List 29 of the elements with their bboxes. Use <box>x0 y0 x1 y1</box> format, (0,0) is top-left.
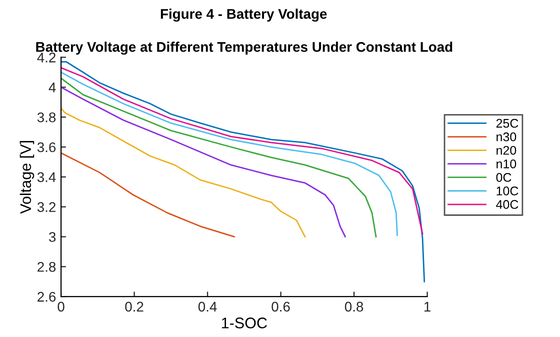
chart-subtitle: Battery Voltage at Different Temperatures Under Constant Load <box>36 42 452 55</box>
line-series <box>61 107 306 238</box>
x-tick-label: 0.8 <box>344 302 364 312</box>
x-tick-label: 0.4 <box>198 302 217 312</box>
legend-label: n30 <box>496 132 516 142</box>
x-tick-label: 0 <box>58 302 64 312</box>
y-tick-label: 3.4 <box>37 172 56 182</box>
legend-label: 0C <box>496 172 512 182</box>
line-series <box>61 152 235 238</box>
x-axis-title: 1-SOC <box>222 318 267 328</box>
line-series <box>61 61 426 282</box>
y-tick-label: 3 <box>48 232 56 242</box>
x-tick-label: 1 <box>424 302 430 312</box>
y-tick-label: 4.2 <box>37 52 56 62</box>
y-tick-label: 2.6 <box>38 292 56 302</box>
x-tick-label: 0.6 <box>272 302 290 312</box>
legend-label: 40C <box>496 200 518 209</box>
y-tick-label: 3.6 <box>37 142 56 152</box>
x-tick-label: 0.2 <box>125 302 144 312</box>
legend-label: n20 <box>496 146 516 155</box>
y-tick-label: 2.8 <box>38 262 56 272</box>
legend-label: n10 <box>496 159 516 168</box>
legend-label: 25C <box>496 118 518 128</box>
y-tick-label: 4 <box>48 82 56 92</box>
chart-title: Figure 4 - Battery Voltage <box>160 8 327 22</box>
legend-label: 10C <box>496 186 518 196</box>
y-axis-title: Voltage [V] <box>20 141 34 214</box>
y-tick-label: 3.8 <box>37 112 56 122</box>
y-tick-label: 3.2 <box>37 202 56 212</box>
